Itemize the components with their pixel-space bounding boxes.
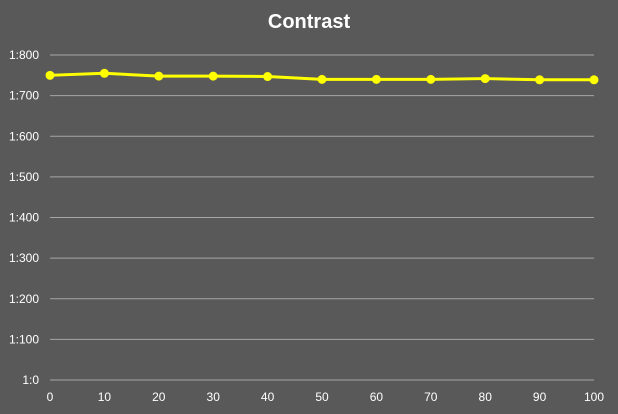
data-point [154, 71, 164, 81]
x-tick-label: 30 [207, 390, 221, 404]
gridlines [50, 54, 594, 381]
series-layer [45, 68, 599, 85]
x-axis-tick-labels: 0 10 20 30 40 50 60 70 80 90 100 [47, 390, 605, 404]
data-point [317, 74, 327, 84]
x-tick-label: 80 [479, 390, 493, 404]
data-point [426, 74, 436, 84]
x-tick-label: 60 [370, 390, 384, 404]
x-tick-label: 40 [261, 390, 275, 404]
x-tick-label: 90 [533, 390, 547, 404]
data-point [208, 71, 218, 81]
y-tick-label: 1:300 [9, 251, 39, 265]
x-tick-label: 100 [584, 390, 604, 404]
data-point [99, 68, 109, 78]
x-tick-label: 0 [47, 390, 54, 404]
data-point [535, 75, 545, 85]
y-tick-label: 1:0 [22, 373, 39, 387]
data-point [480, 74, 490, 84]
data-point [45, 70, 55, 80]
y-tick-label: 1:700 [9, 89, 39, 103]
y-tick-label: 1:400 [9, 211, 39, 225]
x-tick-label: 50 [315, 390, 329, 404]
chart-title: Contrast [267, 11, 351, 33]
x-tick-label: 70 [424, 390, 438, 404]
data-point [263, 72, 273, 82]
y-tick-label: 1:600 [9, 129, 39, 143]
data-point [589, 75, 599, 85]
y-tick-label: 1:200 [9, 292, 39, 306]
x-tick-label: 10 [98, 390, 112, 404]
y-tick-label: 1:100 [9, 332, 39, 346]
y-axis-tick-labels: 1:0 1:100 1:200 1:300 1:400 1:500 1:600 1:700 1:… [9, 48, 39, 387]
y-tick-label: 1:500 [9, 170, 39, 184]
x-tick-label: 20 [152, 390, 166, 404]
data-point [371, 74, 381, 84]
y-tick-label: 1:800 [9, 48, 39, 62]
